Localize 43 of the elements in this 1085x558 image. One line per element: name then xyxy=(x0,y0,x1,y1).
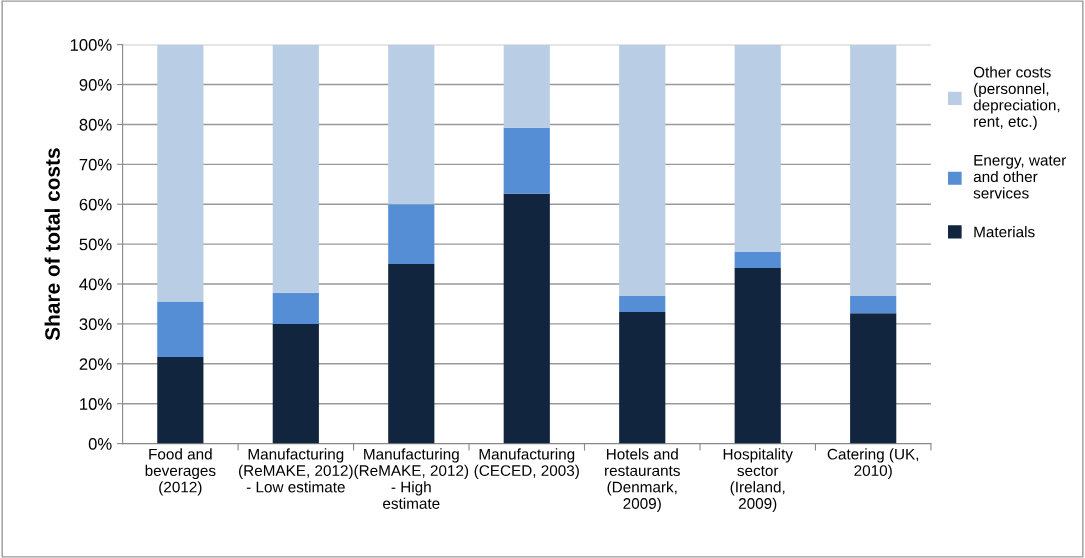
bar xyxy=(503,127,550,194)
bar xyxy=(503,193,550,444)
legend-label: Other costs (personnel, depreciation, rent, etc.) xyxy=(973,66,1060,130)
x-tick-label: Manufacturing (CECED, 2003) xyxy=(474,448,579,480)
bar xyxy=(272,292,319,324)
y-tick-label: 80% xyxy=(79,118,112,131)
x-tick-label: Food and beverages (2012) xyxy=(145,448,216,496)
y-tick-label: 60% xyxy=(79,198,112,211)
x-tick-label: Hospitality sector (Ireland, 2009) xyxy=(723,448,793,512)
y-tick-label: 90% xyxy=(79,78,112,91)
y-tick-label: 70% xyxy=(79,158,112,171)
x-tick-label: Manufacturing (ReMAKE, 2012) - Low estimate xyxy=(239,448,353,493)
bar xyxy=(388,264,435,444)
bar xyxy=(734,252,781,269)
bar xyxy=(272,323,319,444)
bar xyxy=(619,295,666,312)
y-tick-label: 10% xyxy=(80,398,112,410)
bar xyxy=(850,295,897,314)
legend-label: Energy, water and other services xyxy=(973,154,1067,199)
y-axis-title: Share of total costs xyxy=(44,148,60,341)
bar xyxy=(619,311,666,444)
bar xyxy=(157,301,204,358)
bar xyxy=(157,44,204,302)
y-tick-label: 50% xyxy=(79,238,112,251)
bar xyxy=(388,44,435,205)
bar xyxy=(619,44,666,296)
x-tick-label: Manufacturing (ReMAKE, 2012) - High estimate xyxy=(354,448,469,509)
bar xyxy=(157,357,204,444)
y-tick-label: 100% xyxy=(70,39,112,51)
bar xyxy=(503,44,550,128)
legend-label: Materials xyxy=(974,226,1035,238)
y-tick-label: 20% xyxy=(79,358,112,371)
bar xyxy=(388,204,435,265)
y-tick-label: 30% xyxy=(79,318,112,331)
bar xyxy=(734,44,781,253)
y-tick-label: 40% xyxy=(79,278,112,291)
bar xyxy=(850,313,897,444)
x-tick-label: Hotels and restaurants (Denmark, 2009) xyxy=(605,448,680,512)
bar xyxy=(850,44,897,296)
x-tick-label: Catering (UK, 2010) xyxy=(827,448,919,480)
bar xyxy=(734,268,781,444)
y-tick-label: 0% xyxy=(88,438,112,450)
bar xyxy=(272,44,319,293)
